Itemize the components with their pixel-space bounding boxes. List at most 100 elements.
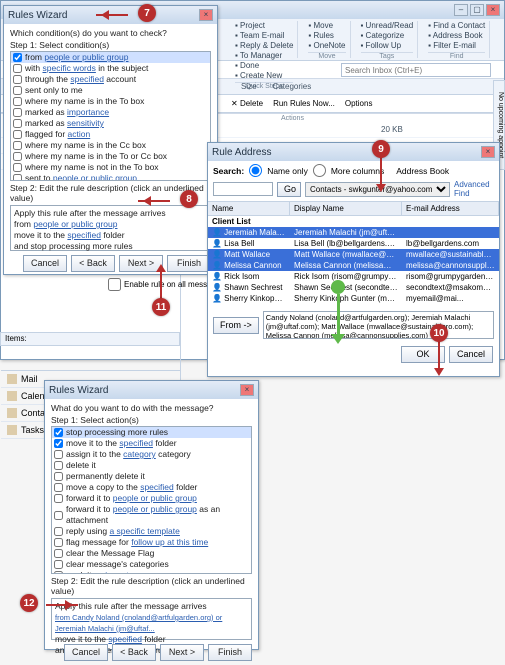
- from-button[interactable]: From ->: [213, 317, 259, 334]
- search-input[interactable]: [341, 63, 491, 77]
- col-email[interactable]: E-mail Address: [402, 202, 499, 215]
- condition-item[interactable]: with specific words in the subject: [11, 63, 210, 74]
- ribbon-item[interactable]: ▪ Rules: [308, 31, 345, 40]
- cancel-button[interactable]: Cancel: [23, 255, 67, 272]
- ribbon-item[interactable]: ▪ Unread/Read: [361, 21, 414, 30]
- condition-item[interactable]: where my name is in the Cc box: [11, 140, 210, 151]
- close-icon[interactable]: ×: [199, 9, 213, 21]
- contact-row[interactable]: 👤 Melissa CannonMelissa Cannon (melissa@…: [208, 260, 499, 271]
- ribbon-item[interactable]: ▪ Move: [308, 21, 345, 30]
- action-item[interactable]: clear message's categories: [52, 559, 251, 570]
- search-field[interactable]: [213, 182, 273, 196]
- contact-row[interactable]: 👤 Lisa BellLisa Bell (lb@bellgardens.com…: [208, 238, 499, 249]
- folder-link-2[interactable]: specified: [108, 634, 142, 644]
- search-label: Search:: [213, 166, 244, 176]
- folder-link[interactable]: specified: [67, 230, 101, 240]
- action-item[interactable]: forward it to people or public group: [52, 493, 251, 504]
- action-item[interactable]: move it to the specified folder: [52, 438, 251, 449]
- back-button[interactable]: < Back: [71, 255, 115, 272]
- rw1-title: Rules Wizard: [8, 10, 67, 21]
- contact-row[interactable]: 👤 Jeremiah MalachiJeremiah Malachi (jm@u…: [208, 227, 499, 238]
- ribbon-item[interactable]: ▪ Project: [235, 21, 293, 30]
- action-item[interactable]: stop processing more rules: [52, 427, 251, 438]
- condition-item[interactable]: from people or public group: [11, 52, 210, 63]
- action-item[interactable]: delete it: [52, 460, 251, 471]
- ribbon-item[interactable]: ▪ Team E-mail: [235, 31, 293, 40]
- ra-title: Rule Address: [212, 147, 271, 158]
- enable-rule-checkbox[interactable]: [108, 278, 121, 291]
- max-button[interactable]: ▢: [470, 4, 484, 16]
- contact-row[interactable]: 👤 Matt WallaceMatt Wallace (mwallace@sus…: [208, 249, 499, 260]
- ribbon-item[interactable]: ▪ Find a Contact: [428, 21, 485, 30]
- contact-row[interactable]: 👤 Shawn SechrestShawn Sechrest (secondte…: [208, 282, 499, 293]
- action-item[interactable]: clear the Message Flag: [52, 548, 251, 559]
- cancel-button[interactable]: Cancel: [449, 346, 493, 363]
- delete-action[interactable]: ✕ Delete: [231, 99, 263, 108]
- cancel-button[interactable]: Cancel: [64, 644, 108, 661]
- go-button[interactable]: Go: [277, 182, 301, 197]
- next-button[interactable]: Next >: [160, 644, 204, 661]
- contact-row[interactable]: 👤 Sherry Kinkoph GunterSherry Kinkoph Gu…: [208, 293, 499, 304]
- condition-item[interactable]: sent only to me: [11, 85, 210, 96]
- ribbon-item[interactable]: ▪ To Manager: [235, 51, 293, 60]
- rule-description-box[interactable]: Apply this rule after the message arrive…: [10, 205, 211, 251]
- morecols-radio[interactable]: [313, 164, 326, 177]
- contact-row[interactable]: Client List: [208, 216, 499, 227]
- finish-button[interactable]: Finish: [167, 255, 211, 272]
- close-icon[interactable]: ×: [240, 384, 254, 396]
- rw2-step1-label: Step 1: Select action(s): [51, 415, 252, 425]
- condition-item[interactable]: through the specified account: [11, 74, 210, 85]
- nameonly-radio[interactable]: [249, 164, 262, 177]
- rules-wizard-dialog-1: Rules Wizard× Which condition(s) do you …: [3, 5, 218, 275]
- condition-item[interactable]: where my name is in the To or Cc box: [11, 151, 210, 162]
- contact-row[interactable]: 👤 Rick IsomRick Isom (risom@grumpygarden…: [208, 271, 499, 282]
- mail-icon: [7, 374, 17, 384]
- ribbon-item[interactable]: ▪ Reply & Delete: [235, 41, 293, 50]
- col-name[interactable]: Name: [208, 202, 290, 215]
- from-people-link[interactable]: from Candy Noland (cnoland@artfulgarden.…: [55, 612, 248, 634]
- selected-recipients[interactable]: Candy Noland (cnoland@artfulgarden.org);…: [263, 311, 494, 339]
- close-icon[interactable]: ×: [481, 146, 495, 158]
- ribbon-item[interactable]: ▪ Done: [235, 61, 293, 70]
- ribbon-item[interactable]: ▪ Categorize: [361, 31, 414, 40]
- action-list[interactable]: stop processing more rulesmove it to the…: [51, 426, 252, 574]
- action-item[interactable]: permanently delete it: [52, 471, 251, 482]
- ribbon-item[interactable]: ▪ Filter E-mail: [428, 41, 485, 50]
- contacts-icon: [7, 408, 17, 418]
- condition-item[interactable]: sent to people or public group: [11, 173, 210, 181]
- close-button[interactable]: ×: [486, 4, 500, 16]
- min-button[interactable]: –: [454, 4, 468, 16]
- callout-9: 9: [372, 140, 390, 158]
- condition-item[interactable]: marked as importance: [11, 107, 210, 118]
- condition-item[interactable]: where my name is in the To box: [11, 96, 210, 107]
- people-link[interactable]: people or public group: [33, 219, 117, 229]
- ribbon-item[interactable]: ▪ Create New: [235, 71, 293, 80]
- callout-8-arrow: [138, 195, 178, 207]
- callout-7: 7: [138, 4, 156, 22]
- condition-list[interactable]: from people or public groupwith specific…: [10, 51, 211, 181]
- ribbon-item[interactable]: ▪ Address Book: [428, 31, 485, 40]
- back-button[interactable]: < Back: [112, 644, 156, 661]
- rw2-title: Rules Wizard: [49, 385, 108, 396]
- condition-item[interactable]: marked as sensitivity: [11, 118, 210, 129]
- col-size[interactable]: Size: [241, 82, 257, 91]
- action-item[interactable]: mark it as importance: [52, 570, 251, 574]
- action-item[interactable]: reply using a specific template: [52, 526, 251, 537]
- ribbon-item[interactable]: ▪ OneNote: [308, 41, 345, 50]
- action-item[interactable]: forward it to people or public group as …: [52, 504, 251, 526]
- col-display[interactable]: Display Name: [290, 202, 402, 215]
- action-item[interactable]: move a copy to the specified folder: [52, 482, 251, 493]
- finish-button[interactable]: Finish: [208, 644, 252, 661]
- action-item[interactable]: assign it to the category category: [52, 449, 251, 460]
- advanced-find-link[interactable]: Advanced Find: [454, 180, 494, 198]
- rule-description-box-2[interactable]: Apply this rule after the message arrive…: [51, 598, 252, 640]
- action-item[interactable]: flag message for follow up at this time: [52, 537, 251, 548]
- condition-item[interactable]: flagged for action: [11, 129, 210, 140]
- ribbon-item[interactable]: ▪ Follow Up: [361, 41, 414, 50]
- contacts-list[interactable]: Client List👤 Jeremiah MalachiJeremiah Ma…: [208, 216, 499, 308]
- options-action[interactable]: Options: [345, 99, 373, 108]
- col-categories[interactable]: Categories: [273, 82, 312, 91]
- runrules-action[interactable]: Run Rules Now...: [273, 99, 335, 108]
- rule-address-dialog: Rule Address× Search: Name only More col…: [207, 142, 500, 377]
- condition-item[interactable]: where my name is not in the To box: [11, 162, 210, 173]
